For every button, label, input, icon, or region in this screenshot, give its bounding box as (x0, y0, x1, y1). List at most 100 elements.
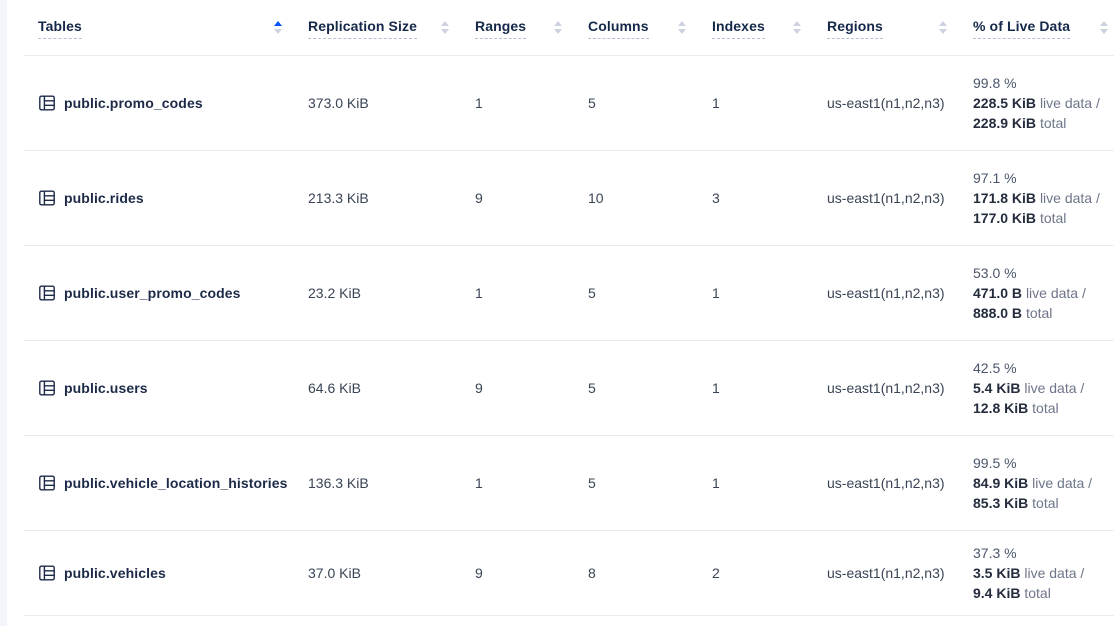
sort-arrows-icon (554, 21, 562, 34)
replication-size-cell: 37.0 KiB (308, 565, 361, 581)
columns-cell: 8 (588, 565, 596, 581)
table-name-link[interactable]: public.users (64, 380, 148, 396)
live-data-percent: 99.8 % (973, 75, 1017, 91)
ranges-cell: 1 (475, 95, 483, 111)
live-data-percent: 42.5 % (973, 360, 1017, 376)
sort-arrows-icon (939, 21, 947, 34)
columns-cell: 5 (588, 285, 596, 301)
live-data-size-line: 171.8 KiB live data / (973, 190, 1100, 206)
sort-arrows-icon (1100, 21, 1108, 34)
live-data-size-line: 228.5 KiB live data / (973, 95, 1100, 111)
column-header[interactable]: Columns (575, 0, 699, 55)
replication-size-cell: 23.2 KiB (308, 285, 361, 301)
sort-up-icon (678, 21, 686, 26)
regions-cell: us-east1(n1,n2,n3) (827, 380, 945, 396)
table-row: public.vehicle_location_histories 136.3 … (24, 436, 1114, 531)
column-header[interactable]: Ranges (462, 0, 575, 55)
indexes-cell: 1 (712, 380, 720, 396)
column-header-label: Columns (588, 17, 649, 39)
sort-up-icon (441, 21, 449, 26)
table-name-link[interactable]: public.vehicles (64, 565, 166, 581)
total-data-size-line: 888.0 B total (973, 305, 1053, 321)
column-header[interactable]: Tables (24, 0, 295, 55)
column-header-label: Replication Size (308, 17, 417, 39)
total-data-size-line: 12.8 KiB total (973, 400, 1059, 416)
columns-cell: 5 (588, 475, 596, 491)
live-data-percent: 37.3 % (973, 545, 1017, 561)
regions-cell: us-east1(n1,n2,n3) (827, 565, 945, 581)
regions-cell: us-east1(n1,n2,n3) (827, 285, 945, 301)
sort-down-icon (939, 29, 947, 34)
columns-cell: 5 (588, 380, 596, 396)
total-data-size-line: 228.9 KiB total (973, 115, 1067, 131)
table-row: public.promo_codes 373.0 KiB 1 5 1 us-ea… (24, 56, 1114, 151)
replication-size-cell: 213.3 KiB (308, 190, 369, 206)
table-row: public.users 64.6 KiB 9 5 1 us-east1(n1,… (24, 341, 1114, 436)
table-icon (38, 379, 56, 397)
sort-up-icon (793, 21, 801, 26)
sort-down-icon (793, 29, 801, 34)
live-data-size-line: 84.9 KiB live data / (973, 475, 1093, 491)
sort-arrows-icon (678, 21, 686, 34)
table-name-link[interactable]: public.rides (64, 190, 144, 206)
regions-cell: us-east1(n1,n2,n3) (827, 475, 945, 491)
table-row: public.user_promo_codes 23.2 KiB 1 5 1 u… (24, 246, 1114, 341)
sort-up-icon (1100, 21, 1108, 26)
sort-down-icon (554, 29, 562, 34)
live-data-cell: 99.8 % 228.5 KiB live data / 228.9 KiB t… (960, 73, 1114, 133)
indexes-cell: 2 (712, 565, 720, 581)
column-header-label: Tables (38, 17, 82, 39)
ranges-cell: 9 (475, 380, 483, 396)
live-data-cell: 99.5 % 84.9 KiB live data / 85.3 KiB tot… (960, 453, 1114, 513)
table-icon (38, 284, 56, 302)
live-data-size-line: 3.5 KiB live data / (973, 565, 1085, 581)
sort-down-icon (441, 29, 449, 34)
live-data-percent: 53.0 % (973, 265, 1017, 281)
table-row: public.rides 213.3 KiB 9 10 3 us-east1(n… (24, 151, 1114, 246)
sort-arrows-icon (441, 21, 449, 34)
replication-size-cell: 373.0 KiB (308, 95, 369, 111)
indexes-cell: 1 (712, 285, 720, 301)
table-name-link[interactable]: public.vehicle_location_histories (64, 475, 288, 491)
table-name-cell: public.rides (24, 189, 295, 207)
total-data-size-line: 9.4 KiB total (973, 585, 1051, 601)
column-header[interactable]: Indexes (699, 0, 814, 55)
sort-arrows-icon (274, 21, 282, 34)
table-icon (38, 94, 56, 112)
live-data-size-line: 5.4 KiB live data / (973, 380, 1085, 396)
table-header: Tables Replication Size Ranges Columns I… (24, 0, 1114, 56)
live-data-percent: 97.1 % (973, 170, 1017, 186)
live-data-cell: 42.5 % 5.4 KiB live data / 12.8 KiB tota… (960, 358, 1114, 418)
table-name-link[interactable]: public.promo_codes (64, 95, 203, 111)
columns-cell: 10 (588, 190, 604, 206)
sort-up-icon (939, 21, 947, 26)
table-name-cell: public.users (24, 379, 295, 397)
table-icon (38, 564, 56, 582)
live-data-percent: 99.5 % (973, 455, 1017, 471)
table-name-link[interactable]: public.user_promo_codes (64, 285, 241, 301)
live-data-cell: 97.1 % 171.8 KiB live data / 177.0 KiB t… (960, 168, 1114, 228)
live-data-size-line: 471.0 B live data / (973, 285, 1086, 301)
sort-down-icon (1100, 29, 1108, 34)
table-body: public.promo_codes 373.0 KiB 1 5 1 us-ea… (24, 56, 1114, 616)
table-row: public.vehicles 37.0 KiB 9 8 2 us-east1(… (24, 531, 1114, 616)
column-header[interactable]: Replication Size (295, 0, 462, 55)
live-data-cell: 37.3 % 3.5 KiB live data / 9.4 KiB total (960, 543, 1114, 603)
page-edge-strip (0, 0, 7, 626)
table-name-cell: public.vehicles (24, 564, 295, 582)
live-data-cell: 53.0 % 471.0 B live data / 888.0 B total (960, 263, 1114, 323)
column-header[interactable]: Regions (814, 0, 960, 55)
ranges-cell: 9 (475, 565, 483, 581)
total-data-size-line: 177.0 KiB total (973, 210, 1067, 226)
indexes-cell: 1 (712, 95, 720, 111)
tables-table: Tables Replication Size Ranges Columns I… (24, 0, 1114, 616)
column-header[interactable]: % of Live Data (960, 0, 1114, 55)
table-name-cell: public.user_promo_codes (24, 284, 295, 302)
sort-arrows-icon (793, 21, 801, 34)
total-data-size-line: 85.3 KiB total (973, 495, 1059, 511)
columns-cell: 5 (588, 95, 596, 111)
table-icon (38, 474, 56, 492)
indexes-cell: 1 (712, 475, 720, 491)
sort-down-icon (678, 29, 686, 34)
regions-cell: us-east1(n1,n2,n3) (827, 95, 945, 111)
